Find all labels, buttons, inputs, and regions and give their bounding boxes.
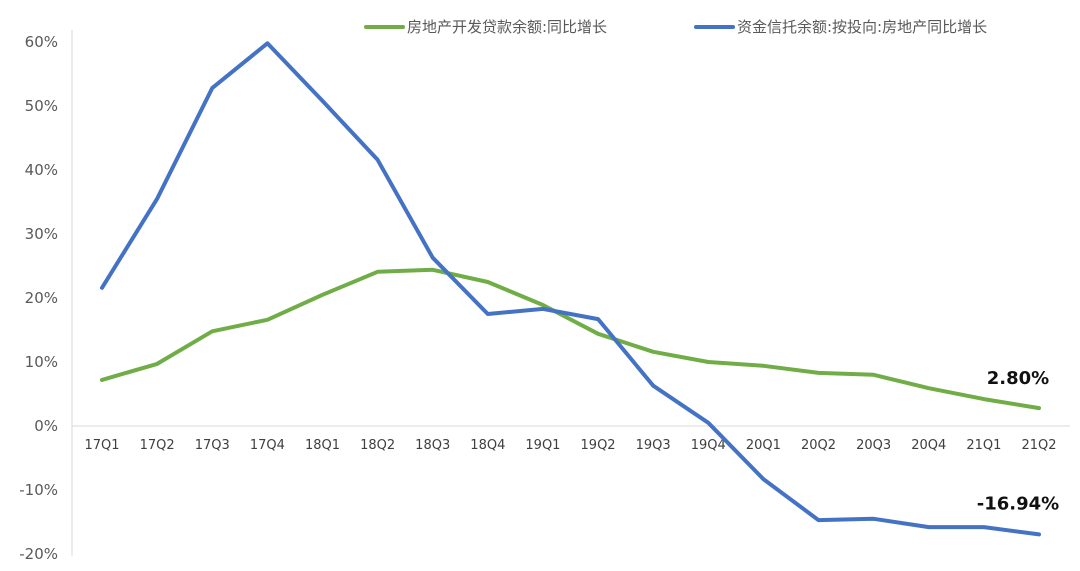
- x-tick-label: 17Q4: [250, 438, 285, 453]
- y-tick-label: -10%: [19, 481, 58, 499]
- end-data-label: 2.80%: [987, 368, 1049, 389]
- x-tick-label: 18Q1: [305, 438, 340, 453]
- x-tick-label: 20Q4: [911, 438, 946, 453]
- y-tick-label: 50%: [25, 97, 58, 115]
- x-tick-label: 19Q3: [636, 438, 671, 453]
- x-tick-label: 19Q4: [691, 438, 726, 453]
- x-tick-label: 17Q3: [195, 438, 230, 453]
- y-tick-label: 60%: [25, 33, 58, 51]
- x-tick-label: 19Q1: [525, 438, 560, 453]
- x-tick-label: 18Q2: [360, 438, 395, 453]
- y-tick-label: 40%: [25, 161, 58, 179]
- x-tick-label: 21Q1: [966, 438, 1001, 453]
- legend-label: 房地产开发贷款余额:同比增长: [407, 18, 607, 36]
- y-tick-label: -20%: [19, 545, 58, 563]
- x-tick-label: 17Q2: [140, 438, 175, 453]
- x-tick-label: 19Q2: [581, 438, 616, 453]
- x-tick-label: 20Q1: [746, 438, 781, 453]
- x-tick-label: 20Q3: [856, 438, 891, 453]
- x-tick-label: 21Q2: [1021, 438, 1056, 453]
- end-data-label: -16.94%: [977, 493, 1059, 514]
- series-line-1: [100, 267, 1041, 411]
- y-tick-label: 20%: [25, 289, 58, 307]
- x-tick-label: 18Q4: [470, 438, 505, 453]
- y-tick-label: 10%: [25, 353, 58, 371]
- x-tick-label: 20Q2: [801, 438, 836, 453]
- x-tick-label: 18Q3: [415, 438, 450, 453]
- x-tick-label: 17Q1: [84, 438, 119, 453]
- series-line-2: [100, 41, 1041, 537]
- legend-label: 资金信托余额:按投向:房地产同比增长: [737, 18, 987, 36]
- y-tick-label: 0%: [34, 417, 58, 435]
- y-tick-label: 30%: [25, 225, 58, 243]
